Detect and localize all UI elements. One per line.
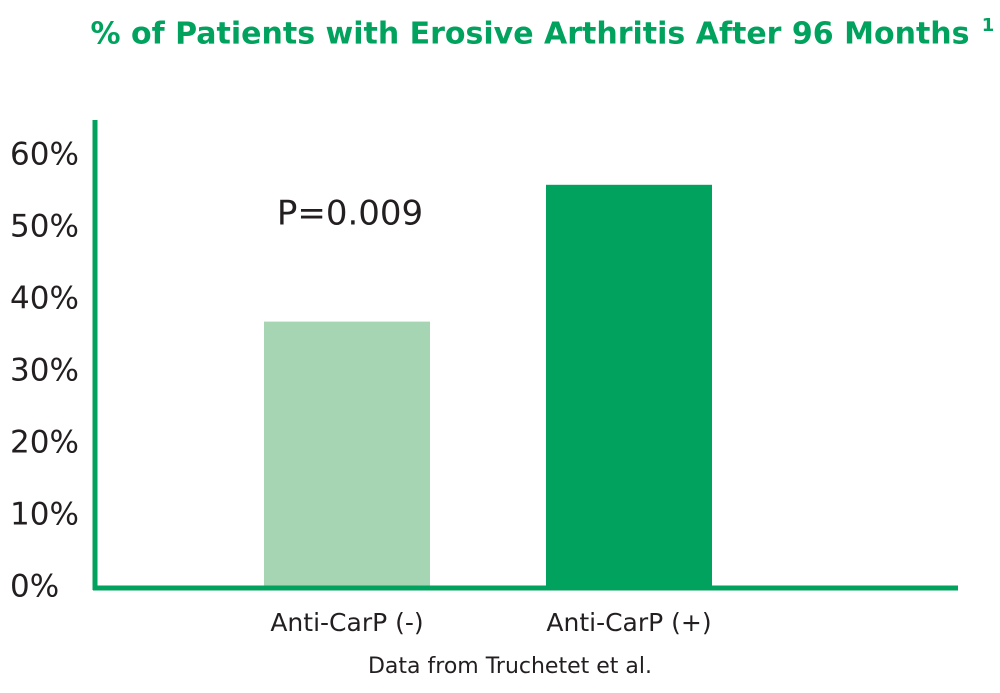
x-tick-label: Anti-CarP (+): [546, 608, 711, 637]
y-tick-label: 0%: [10, 569, 59, 605]
y-tick-label: 60%: [10, 137, 79, 173]
bar: [264, 321, 430, 588]
title-note: 1: [982, 15, 995, 36]
source-note: Data from Truchetet et al.: [368, 654, 652, 679]
y-tick-label: 30%: [10, 353, 79, 389]
annotation: P=0.009: [277, 194, 423, 234]
y-tick-label: 20%: [10, 425, 79, 461]
x-tick-label: Anti-CarP (-): [270, 608, 423, 637]
y-tick-label: 50%: [10, 209, 79, 245]
bar: [546, 184, 712, 589]
y-tick-label: 10%: [10, 497, 79, 533]
y-tick-label: 40%: [10, 281, 79, 317]
chart-title: % of Patients with Erosive Arthritis Aft…: [90, 17, 969, 52]
